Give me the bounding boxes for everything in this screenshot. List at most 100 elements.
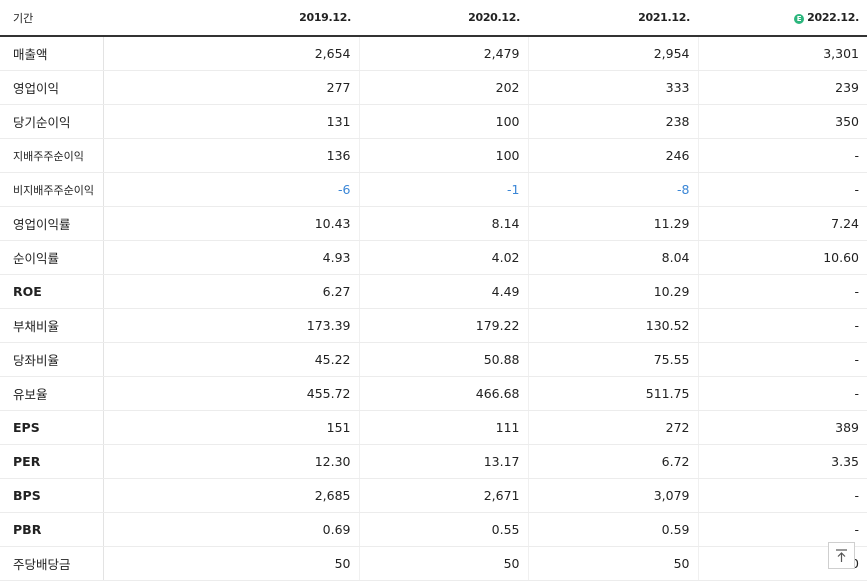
value-cell: 350 xyxy=(697,104,867,139)
value-cell: 202 xyxy=(358,70,528,105)
value-cell: 466.68 xyxy=(358,376,528,411)
value-cell: 239 xyxy=(697,70,867,105)
table-row: PER 12.30 13.17 6.72 3.35 xyxy=(0,444,867,479)
value-cell: 3,079 xyxy=(527,478,698,513)
table-row: 비지배주주순이익 -6 -1 -8- xyxy=(0,172,867,207)
value-cell: 2,479 xyxy=(358,36,528,71)
value-cell: 7.24 xyxy=(697,206,867,241)
value-cell: 111 xyxy=(358,410,528,445)
value-cell: 10.60 xyxy=(697,240,867,275)
value-cell: 151 xyxy=(102,410,359,445)
table-row: 영업이익 277 202 333 239 xyxy=(0,70,867,105)
row-label: 순이익률 xyxy=(0,240,104,275)
value-cell: 136 xyxy=(102,138,359,173)
value-cell: 389 xyxy=(697,410,867,445)
value-cell: 131 xyxy=(102,104,359,139)
period-header: 기간 xyxy=(0,0,103,37)
value-cell: 50 xyxy=(102,546,359,581)
year-header: 2021.12. xyxy=(528,0,698,37)
row-label: 주당배당금 xyxy=(0,546,104,581)
row-label: PBR xyxy=(0,512,104,547)
row-label: 당좌비율 xyxy=(0,342,104,377)
value-cell: 4.93 xyxy=(102,240,359,275)
table-row: 매출액 2,654 2,479 2,954 3,301 xyxy=(0,36,867,71)
value-cell: 511.75 xyxy=(527,376,698,411)
value-cell: -6 xyxy=(102,172,359,207)
table-row: 순이익률 4.93 4.02 8.04 10.60 xyxy=(0,240,867,275)
value-cell: 238 xyxy=(527,104,698,139)
value-cell: 6.27 xyxy=(102,274,359,309)
row-label: BPS xyxy=(0,478,104,513)
row-label: 영업이익 xyxy=(0,70,104,105)
value-cell: 272 xyxy=(527,410,698,445)
value-cell: 12.30 xyxy=(102,444,359,479)
value-cell: 179.22 xyxy=(358,308,528,343)
table-row: 주당배당금 50 50 50 0 xyxy=(0,546,867,581)
row-label: 지배주주순이익 xyxy=(0,138,104,173)
value-cell: 4.49 xyxy=(358,274,528,309)
row-label: 비지배주주순이익 xyxy=(0,172,104,207)
value-cell: 50 xyxy=(358,546,528,581)
year-header-estimate: E 2022.12. xyxy=(698,0,867,37)
row-label: 부채비율 xyxy=(0,308,104,343)
value-cell: 2,671 xyxy=(358,478,528,513)
value-cell: 45.22 xyxy=(102,342,359,377)
value-cell: 8.04 xyxy=(527,240,698,275)
table-row: ROE 6.27 4.49 10.29- xyxy=(0,274,867,309)
table-header-row: 기간 2019.12. 2020.12. 2021.12. E 2022.12. xyxy=(0,0,867,37)
value-cell: 13.17 xyxy=(358,444,528,479)
table-row: 유보율 455.72 466.68 511.75- xyxy=(0,376,867,411)
value-cell: - xyxy=(697,376,867,411)
scroll-to-top-button[interactable] xyxy=(828,542,855,569)
value-cell: 10.43 xyxy=(102,206,359,241)
value-cell: 3.35 xyxy=(697,444,867,479)
value-cell: 0.69 xyxy=(102,512,359,547)
value-cell: 0.59 xyxy=(527,512,698,547)
table-row: 당기순이익 131 100 238 350 xyxy=(0,104,867,139)
value-cell: 130.52 xyxy=(527,308,698,343)
value-cell: 100 xyxy=(358,104,528,139)
value-cell: 4.02 xyxy=(358,240,528,275)
estimate-badge-icon: E xyxy=(794,14,805,24)
value-cell: 10.29 xyxy=(527,274,698,309)
value-cell: 2,954 xyxy=(527,36,698,71)
row-label: 영업이익률 xyxy=(0,206,104,241)
value-cell: 246 xyxy=(527,138,698,173)
value-cell: - xyxy=(697,172,867,207)
value-cell: 50 xyxy=(527,546,698,581)
year-header: 2019.12. xyxy=(103,0,359,37)
value-cell: 50.88 xyxy=(358,342,528,377)
value-cell: 100 xyxy=(358,138,528,173)
value-cell: 75.55 xyxy=(527,342,698,377)
value-cell: 11.29 xyxy=(527,206,698,241)
value-cell: 455.72 xyxy=(102,376,359,411)
year-header: 2020.12. xyxy=(359,0,528,37)
value-cell: -8 xyxy=(527,172,698,207)
value-cell: 3,301 xyxy=(697,36,867,71)
arrow-up-to-line-icon xyxy=(836,548,847,562)
table-row: PBR 0.69 0.55 0.59- xyxy=(0,512,867,547)
value-cell: 333 xyxy=(527,70,698,105)
value-cell: 2,685 xyxy=(102,478,359,513)
value-cell: - xyxy=(697,342,867,377)
value-cell: - xyxy=(697,478,867,513)
row-label: ROE xyxy=(0,274,104,309)
table-row: 영업이익률 10.43 8.14 11.29 7.24 xyxy=(0,206,867,241)
table-row: 당좌비율 45.22 50.88 75.55- xyxy=(0,342,867,377)
value-cell: 2,654 xyxy=(102,36,359,71)
value-cell: 8.14 xyxy=(358,206,528,241)
value-cell: - xyxy=(697,274,867,309)
row-label: 매출액 xyxy=(0,36,104,71)
row-label: PER xyxy=(0,444,104,479)
row-label: EPS xyxy=(0,410,104,445)
value-cell: 173.39 xyxy=(102,308,359,343)
value-cell: 277 xyxy=(102,70,359,105)
table-row: 부채비율 173.39 179.22 130.52- xyxy=(0,308,867,343)
table-row: EPS 151 111 272 389 xyxy=(0,410,867,445)
table-row: 지배주주순이익 136 100 246- xyxy=(0,138,867,173)
value-cell: -1 xyxy=(358,172,528,207)
value-cell: - xyxy=(697,308,867,343)
row-label: 당기순이익 xyxy=(0,104,104,139)
value-cell: 6.72 xyxy=(527,444,698,479)
